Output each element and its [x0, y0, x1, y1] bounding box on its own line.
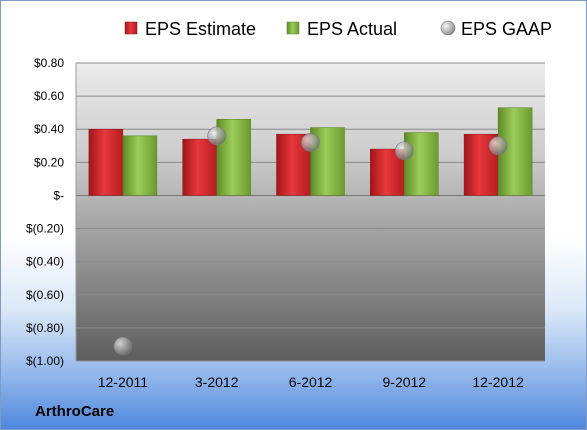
y-tick-label: $0.40	[34, 122, 64, 136]
x-axis: 12-2011 3-2012 6-2012 9-2012 12-2012	[98, 374, 524, 390]
y-tick-label: $(0.60)	[26, 288, 64, 302]
legend-swatch-eps-gaap	[440, 20, 456, 36]
legend: EPS Estimate EPS Actual EPS GAAP	[124, 19, 552, 39]
x-tick-label: 12-2012	[472, 374, 524, 390]
marker-eps-gaap	[394, 141, 414, 161]
legend-swatch-eps-actual	[286, 21, 300, 35]
marker-eps-gaap	[113, 336, 133, 356]
y-tick-label: $(0.80)	[26, 321, 64, 335]
legend-label: EPS Estimate	[145, 19, 256, 39]
bar-eps-actual	[404, 132, 439, 196]
y-tick-label: $(0.40)	[26, 255, 64, 269]
x-tick-label: 6-2012	[289, 374, 333, 390]
plot-area	[76, 63, 545, 361]
company-name: ArthroCare	[35, 403, 115, 420]
y-tick-label: $0.20	[34, 155, 64, 169]
x-tick-label: 3-2012	[195, 374, 239, 390]
marker-eps-gaap	[488, 136, 508, 156]
marker-eps-gaap	[207, 126, 226, 146]
y-tick-label: $-	[53, 188, 64, 202]
y-tick-label: $0.80	[34, 56, 64, 70]
bar-eps-estimate	[88, 128, 124, 196]
legend-label: EPS GAAP	[461, 19, 552, 39]
bar-eps-actual	[122, 135, 158, 196]
x-tick-label: 9-2012	[383, 374, 427, 390]
y-tick-label: $(1.00)	[26, 354, 64, 368]
y-tick-label: $0.60	[34, 89, 64, 103]
legend-swatch-eps-estimate	[124, 21, 138, 35]
marker-eps-gaap	[301, 133, 320, 152]
y-axis: $0.80 $0.60 $0.40 $0.20 $- $(0.20) $(0.40) $(0.…	[26, 56, 77, 368]
x-tick-label: 12-2011	[98, 374, 149, 390]
y-tick-label: $(0.20)	[26, 222, 64, 236]
bars	[88, 107, 533, 196]
gaap-markers	[113, 126, 508, 356]
legend-label: EPS Actual	[307, 19, 397, 39]
bar-eps-estimate	[182, 138, 217, 196]
